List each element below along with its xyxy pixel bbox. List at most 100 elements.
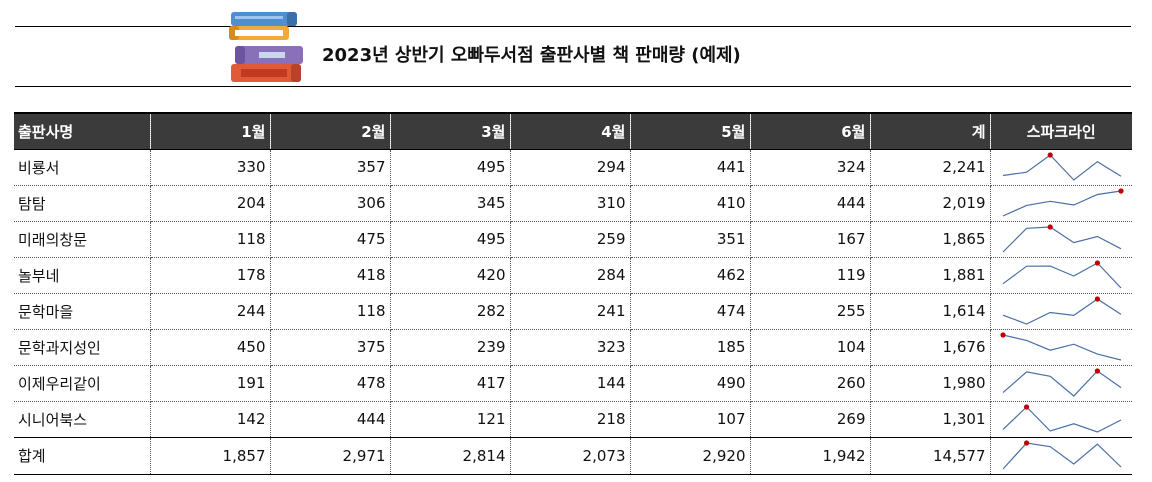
month-5-cell[interactable]: 490: [630, 365, 751, 402]
month-3-cell[interactable]: 121: [390, 401, 511, 438]
month-1-cell[interactable]: 450: [150, 329, 271, 366]
month-4-cell[interactable]: 284: [510, 257, 631, 294]
total-cell[interactable]: 1,881: [870, 257, 991, 294]
month-6-cell[interactable]: 167: [750, 221, 871, 258]
sparkline-cell[interactable]: [990, 257, 1132, 294]
month-5-cell[interactable]: 462: [630, 257, 751, 294]
header-total[interactable]: 계: [870, 112, 991, 150]
month-5-cell[interactable]: 441: [630, 149, 751, 186]
month-4-cell[interactable]: 218: [510, 401, 631, 438]
footer-row: 합계 1,857 2,971 2,814 2,073 2,920 1,942 1…: [14, 437, 1132, 475]
month-4-cell[interactable]: 144: [510, 365, 631, 402]
total-cell[interactable]: 1,980: [870, 365, 991, 402]
month-4-cell[interactable]: 259: [510, 221, 631, 258]
publisher-name-cell[interactable]: 문학과지성인: [14, 329, 151, 366]
sparkline-line: [1002, 153, 1121, 181]
month-1-cell[interactable]: 244: [150, 293, 271, 330]
month-5-cell[interactable]: 474: [630, 293, 751, 330]
month-4-cell[interactable]: 294: [510, 149, 631, 186]
total-cell[interactable]: 1,676: [870, 329, 991, 366]
month-6-cell[interactable]: 119: [750, 257, 871, 294]
month-1-cell[interactable]: 204: [150, 185, 271, 222]
month-5-cell[interactable]: 185: [630, 329, 751, 366]
month-1-cell[interactable]: 118: [150, 221, 271, 258]
month-3-cell[interactable]: 417: [390, 365, 511, 402]
month-2-cell[interactable]: 118: [270, 293, 391, 330]
month-6-cell[interactable]: 324: [750, 149, 871, 186]
total-cell[interactable]: 1,301: [870, 401, 991, 438]
month-1-cell[interactable]: 178: [150, 257, 271, 294]
month-1-cell[interactable]: 191: [150, 365, 271, 402]
sparkline-cell[interactable]: [990, 329, 1132, 366]
month-6-cell[interactable]: 444: [750, 185, 871, 222]
sparkline-cell[interactable]: [990, 221, 1132, 258]
month-4-cell[interactable]: 310: [510, 185, 631, 222]
table-row: 문학과지성인 450 375 239 323 185 104 1,676: [14, 329, 1132, 366]
footer-month-6[interactable]: 1,942: [750, 437, 871, 475]
month-6-cell[interactable]: 255: [750, 293, 871, 330]
publisher-name-cell[interactable]: 놀부네: [14, 257, 151, 294]
month-1-cell[interactable]: 142: [150, 401, 271, 438]
sparkline-max-marker: [1094, 259, 1100, 266]
footer-label[interactable]: 합계: [14, 437, 151, 475]
sparkline-cell[interactable]: [990, 149, 1132, 186]
footer-month-1[interactable]: 1,857: [150, 437, 271, 475]
header-publisher[interactable]: 출판사명: [14, 112, 151, 150]
sparkline: [1002, 295, 1121, 325]
footer-month-2[interactable]: 2,971: [270, 437, 391, 475]
month-6-cell[interactable]: 269: [750, 401, 871, 438]
month-2-cell[interactable]: 357: [270, 149, 391, 186]
month-3-cell[interactable]: 282: [390, 293, 511, 330]
total-cell[interactable]: 1,865: [870, 221, 991, 258]
sparkline-cell[interactable]: [990, 401, 1132, 438]
month-3-cell[interactable]: 239: [390, 329, 511, 366]
header-month-1[interactable]: 1월: [150, 112, 271, 150]
sparkline-max-marker: [1094, 367, 1100, 374]
sparkline-cell[interactable]: [990, 293, 1132, 330]
month-2-cell[interactable]: 475: [270, 221, 391, 258]
month-2-cell[interactable]: 444: [270, 401, 391, 438]
month-5-cell[interactable]: 351: [630, 221, 751, 258]
publisher-name-cell[interactable]: 문학마을: [14, 293, 151, 330]
month-5-cell[interactable]: 410: [630, 185, 751, 222]
header-sparkline[interactable]: 스파크라인: [990, 112, 1132, 150]
total-cell[interactable]: 2,019: [870, 185, 991, 222]
footer-total[interactable]: 14,577: [870, 437, 991, 475]
header-month-3[interactable]: 3월: [390, 112, 511, 150]
month-2-cell[interactable]: 375: [270, 329, 391, 366]
publisher-name-cell[interactable]: 탐탐: [14, 185, 151, 222]
footer-month-5[interactable]: 2,920: [630, 437, 751, 475]
header-month-5[interactable]: 5월: [630, 112, 751, 150]
footer-month-4[interactable]: 2,073: [510, 437, 631, 475]
month-1-cell[interactable]: 330: [150, 149, 271, 186]
total-cell[interactable]: 1,614: [870, 293, 991, 330]
month-5-cell[interactable]: 107: [630, 401, 751, 438]
month-6-cell[interactable]: 104: [750, 329, 871, 366]
sparkline-cell[interactable]: [990, 185, 1132, 222]
month-3-cell[interactable]: 495: [390, 221, 511, 258]
publisher-name-cell[interactable]: 이제우리같이: [14, 365, 151, 402]
month-3-cell[interactable]: 420: [390, 257, 511, 294]
sparkline-cell[interactable]: [990, 365, 1132, 402]
sparkline-line: [1002, 189, 1121, 217]
title-bottom-border: [15, 86, 1131, 87]
month-4-cell[interactable]: 241: [510, 293, 631, 330]
publisher-name-cell[interactable]: 비룡서: [14, 149, 151, 186]
footer-sparkline-cell[interactable]: [990, 437, 1132, 475]
header-month-4[interactable]: 4월: [510, 112, 631, 150]
month-2-cell[interactable]: 478: [270, 365, 391, 402]
table-row: 시니어북스 142 444 121 218 107 269 1,301: [14, 401, 1132, 438]
publisher-name-cell[interactable]: 시니어북스: [14, 401, 151, 438]
header-month-6[interactable]: 6월: [750, 112, 871, 150]
month-6-cell[interactable]: 260: [750, 365, 871, 402]
total-cell[interactable]: 2,241: [870, 149, 991, 186]
header-month-2[interactable]: 2월: [270, 112, 391, 150]
month-3-cell[interactable]: 495: [390, 149, 511, 186]
table-row: 미래의창문 118 475 495 259 351 167 1,865: [14, 221, 1132, 258]
month-4-cell[interactable]: 323: [510, 329, 631, 366]
footer-month-3[interactable]: 2,814: [390, 437, 511, 475]
month-2-cell[interactable]: 306: [270, 185, 391, 222]
month-3-cell[interactable]: 345: [390, 185, 511, 222]
publisher-name-cell[interactable]: 미래의창문: [14, 221, 151, 258]
month-2-cell[interactable]: 418: [270, 257, 391, 294]
